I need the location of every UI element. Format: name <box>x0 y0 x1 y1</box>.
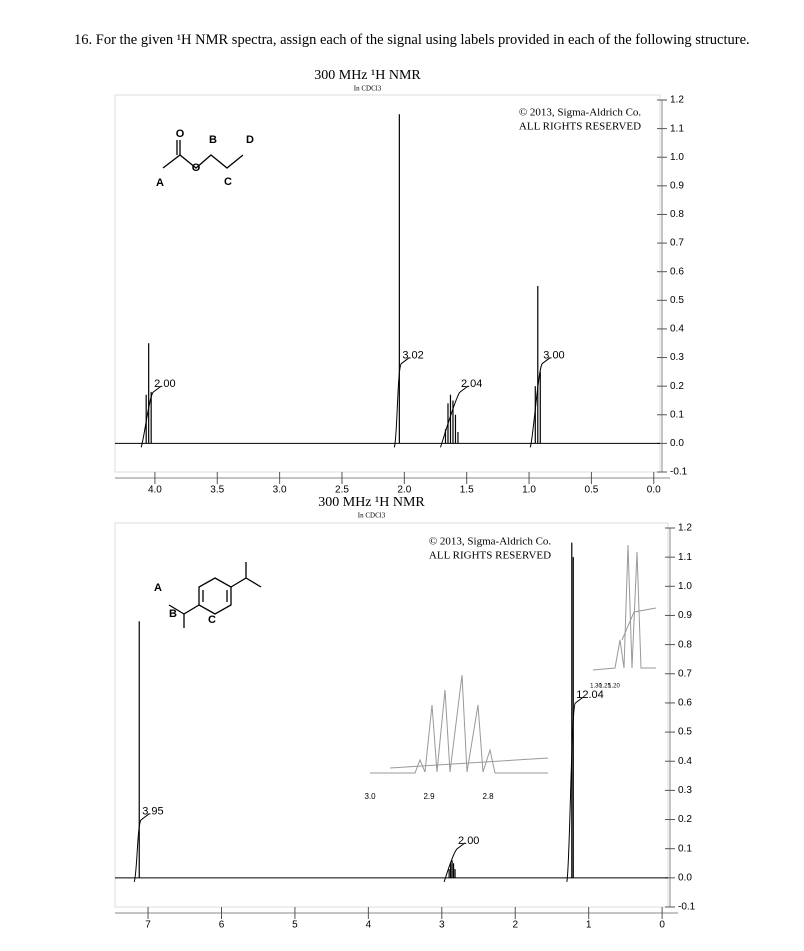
integral-label: 12.04 <box>576 689 604 701</box>
y-tick-label: 1.0 <box>670 152 684 163</box>
x-tick-label: 3.0 <box>273 485 287 496</box>
integral-label: 2.00 <box>154 378 175 390</box>
y-tick-label: 1.2 <box>670 95 684 106</box>
y-tick-label: -0.1 <box>670 467 688 478</box>
y-tick-label: 0.5 <box>670 295 684 306</box>
structure-label: A <box>154 582 162 594</box>
copyright: © 2013, Sigma-Aldrich Co. <box>519 107 642 119</box>
x-tick-label: 3.5 <box>210 485 224 496</box>
x-tick-label: 0.5 <box>584 485 598 496</box>
y-tick-label: 0.0 <box>678 872 692 883</box>
inset-tick-label: 3.0 <box>364 792 376 801</box>
y-tick-label: 1.2 <box>678 523 692 534</box>
structure-label: D <box>246 134 254 146</box>
inset-tick-label: 2.8 <box>482 792 494 801</box>
x-tick-label: 2.5 <box>335 485 349 496</box>
y-tick-label: 0.2 <box>670 381 684 392</box>
y-tick-label: 1.1 <box>678 552 692 563</box>
y-tick-label: 0.6 <box>670 266 684 277</box>
y-tick-label: 1.0 <box>678 581 692 592</box>
integral-curve <box>440 385 469 448</box>
spectrum-title: 300 MHz ¹H NMR <box>318 495 425 510</box>
y-tick-label: 0.6 <box>678 698 692 709</box>
x-tick-label: 1 <box>586 920 592 931</box>
y-tick-label: 0.1 <box>678 843 692 854</box>
integral-label: 3.02 <box>402 349 423 361</box>
x-tick-label: 0 <box>659 920 665 931</box>
integral-curve <box>133 813 150 883</box>
y-tick-label: 0.3 <box>670 352 684 363</box>
y-tick-label: 0.8 <box>670 209 684 220</box>
spectrum-title: 300 MHz ¹H NMR <box>314 68 421 83</box>
y-tick-label: 0.9 <box>670 180 684 191</box>
y-tick-label: 1.1 <box>670 123 684 134</box>
x-tick-label: 1.5 <box>460 485 474 496</box>
inset-tick-label: 1.30 <box>590 684 602 690</box>
inset-tick-label: 1.25 <box>599 684 611 690</box>
x-tick-label: 4.0 <box>148 485 162 496</box>
y-tick-label: 0.1 <box>670 409 684 420</box>
x-tick-label: 2.0 <box>397 485 411 496</box>
y-tick-label: 0.0 <box>670 438 684 449</box>
x-tick-label: 2 <box>512 920 518 931</box>
integral-curve <box>393 357 410 448</box>
y-tick-label: 0.9 <box>678 610 692 621</box>
copyright: ALL RIGHTS RESERVED <box>429 550 551 562</box>
x-tick-label: 3 <box>439 920 445 931</box>
structure-label: B <box>209 134 217 146</box>
structure-label: A <box>156 177 164 189</box>
y-tick-label: 0.3 <box>678 785 692 796</box>
x-tick-label: 0.0 <box>647 485 661 496</box>
structure-label: O <box>192 162 201 174</box>
integral-curve <box>140 385 162 448</box>
x-tick-label: 1.0 <box>522 485 536 496</box>
copyright: ALL RIGHTS RESERVED <box>519 121 641 133</box>
structure-label: C <box>224 176 232 188</box>
solvent: In CDCl3 <box>358 512 386 520</box>
structure-label: B <box>169 608 177 620</box>
structure-1 <box>162 140 244 169</box>
y-tick-label: 0.5 <box>678 727 692 738</box>
y-tick-label: 0.8 <box>678 639 692 650</box>
structure-label: O <box>176 128 185 140</box>
integral-curve <box>566 696 584 883</box>
inset-traces <box>370 544 657 774</box>
integral-label: 2.00 <box>458 835 479 847</box>
y-tick-label: -0.1 <box>678 902 696 913</box>
y-tick-label: 0.4 <box>670 324 684 335</box>
integral-label: 2.04 <box>461 378 482 390</box>
plot-frame <box>114 94 661 473</box>
y-tick-label: 0.4 <box>678 756 692 767</box>
inset-tick-label: 2.9 <box>423 792 435 801</box>
copyright: © 2013, Sigma-Aldrich Co. <box>429 536 552 548</box>
y-tick-label: 0.7 <box>670 238 684 249</box>
x-tick-label: 4 <box>366 920 372 931</box>
x-tick-label: 7 <box>145 920 151 931</box>
question: 16. For the given ¹H NMR spectra, assign… <box>74 32 750 48</box>
x-tick-label: 5 <box>292 920 298 931</box>
integral-curve <box>443 842 466 883</box>
y-tick-label: 0.2 <box>678 814 692 825</box>
structure-2 <box>168 562 262 628</box>
inset-tick-label: 1.20 <box>608 684 620 690</box>
y-tick-label: 0.7 <box>678 668 692 679</box>
x-tick-label: 6 <box>219 920 225 931</box>
structure-label: C <box>208 614 216 626</box>
plot-frame <box>114 522 669 908</box>
integral-curve <box>529 357 551 448</box>
integral-label: 3.95 <box>142 806 163 818</box>
integral-label: 3.00 <box>543 349 564 361</box>
solvent: In CDCl3 <box>354 85 382 93</box>
